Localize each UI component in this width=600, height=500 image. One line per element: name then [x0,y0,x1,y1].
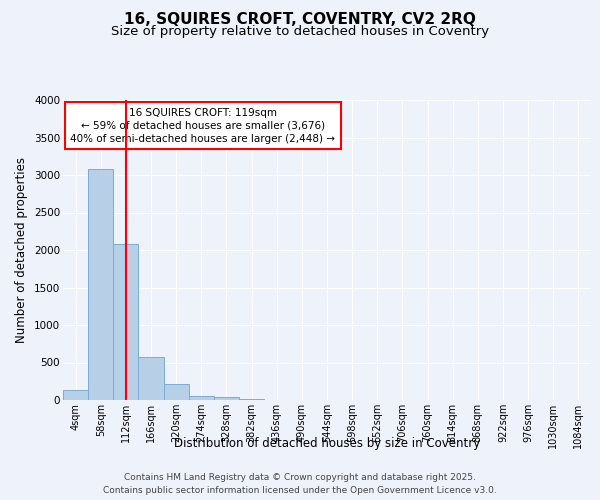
Bar [214,396,239,400]
Text: Distribution of detached houses by size in Coventry: Distribution of detached houses by size … [174,438,480,450]
Bar [113,244,139,400]
Bar [88,169,113,400]
Text: 16, SQUIRES CROFT, COVENTRY, CV2 2RQ: 16, SQUIRES CROFT, COVENTRY, CV2 2RQ [124,12,476,28]
Text: Contains HM Land Registry data © Crown copyright and database right 2025.
Contai: Contains HM Land Registry data © Crown c… [103,474,497,495]
Bar [63,390,88,400]
Y-axis label: Number of detached properties: Number of detached properties [16,157,28,343]
Bar [139,357,164,400]
Text: 16 SQUIRES CROFT: 119sqm
← 59% of detached houses are smaller (3,676)
40% of sem: 16 SQUIRES CROFT: 119sqm ← 59% of detach… [70,108,335,144]
Bar [239,399,264,400]
Bar [189,396,214,400]
Bar [164,384,189,400]
Text: Size of property relative to detached houses in Coventry: Size of property relative to detached ho… [111,25,489,38]
